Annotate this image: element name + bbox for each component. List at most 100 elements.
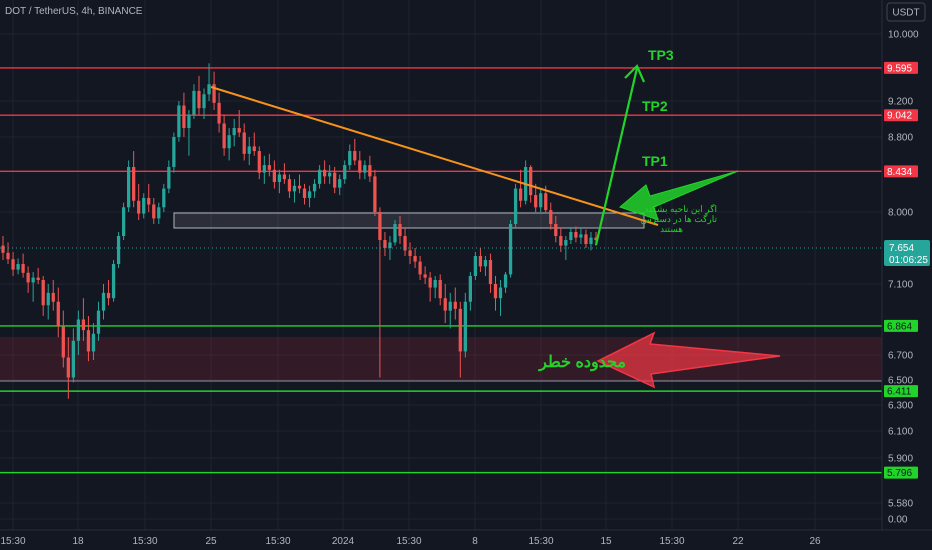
candle-body xyxy=(217,102,221,124)
time-tick-label: 8 xyxy=(472,536,478,547)
candle xyxy=(493,276,498,311)
candle xyxy=(363,160,367,180)
candle-body xyxy=(473,256,478,276)
candle xyxy=(297,174,302,194)
candle-body xyxy=(513,188,518,224)
candle-body xyxy=(448,301,452,311)
candle-body xyxy=(96,310,101,334)
chart-title: DOT / TetherUS, 4h, BINANCE xyxy=(5,6,143,17)
candle-body xyxy=(36,277,40,280)
candle-body xyxy=(453,301,457,309)
candle xyxy=(413,248,417,268)
candle xyxy=(127,160,131,212)
candle-body xyxy=(498,287,503,299)
candle-body xyxy=(152,204,156,219)
candle-body xyxy=(493,284,498,299)
candle xyxy=(353,138,357,166)
candle xyxy=(333,167,337,194)
candle-body xyxy=(267,165,271,170)
candle-body xyxy=(418,261,422,275)
candle-body xyxy=(1,245,5,253)
candle xyxy=(167,160,171,194)
price-tick-label: 7.100 xyxy=(888,280,913,291)
time-axis[interactable]: 15:30 18 15:30 25 15:30 2024 15:30 8 15:30 15 15:3… xyxy=(0,536,821,547)
candle-body xyxy=(197,90,201,109)
candle-body xyxy=(232,128,236,136)
candle xyxy=(358,151,362,180)
danger-zone-label: محدوده خطر xyxy=(538,354,626,372)
candle xyxy=(569,228,573,244)
candle xyxy=(433,276,437,299)
candle-body xyxy=(423,274,427,278)
price-axis[interactable]: 10.000 9.200 8.800 8.000 7.100 6.700 6.500 6.30… xyxy=(888,30,919,526)
candle-body xyxy=(61,326,65,358)
candle xyxy=(368,155,372,182)
candle xyxy=(498,280,503,316)
candle-body xyxy=(247,146,251,154)
candle xyxy=(549,202,553,230)
candle xyxy=(282,163,287,184)
candle xyxy=(252,132,256,156)
time-tick-label: 15:30 xyxy=(132,536,157,547)
candle xyxy=(554,216,558,243)
candle-body xyxy=(137,200,141,214)
time-tick-label: 25 xyxy=(205,536,217,547)
candle-body xyxy=(544,193,548,211)
candle-body xyxy=(328,172,332,177)
level-tag xyxy=(884,385,918,398)
note-line-2: تارگت ها در دسترس xyxy=(641,213,718,225)
green-arrow-icon xyxy=(619,170,739,221)
candle xyxy=(277,169,282,194)
candle-body xyxy=(393,224,397,243)
candle-body xyxy=(378,212,382,240)
candle-body xyxy=(443,298,447,311)
candle-body xyxy=(503,274,508,288)
candle xyxy=(192,84,196,119)
candle xyxy=(272,160,277,189)
candle-body xyxy=(373,176,377,212)
candle xyxy=(423,266,427,284)
candle xyxy=(6,242,10,264)
candle xyxy=(508,220,513,278)
candle-body xyxy=(569,232,573,240)
candle xyxy=(418,256,422,280)
candle xyxy=(182,92,186,137)
candle xyxy=(513,183,518,228)
time-tick-label: 15:30 xyxy=(265,536,290,547)
candle xyxy=(247,137,251,166)
candle xyxy=(222,114,226,156)
level-tag xyxy=(884,61,918,74)
candle-body xyxy=(589,237,593,244)
candle xyxy=(197,75,201,115)
candle-body xyxy=(182,105,186,128)
candle-body xyxy=(307,191,312,198)
candle xyxy=(317,165,322,189)
currency-button[interactable] xyxy=(886,2,926,22)
tp2-label: TP2 xyxy=(642,98,668,114)
candle-body xyxy=(358,160,362,173)
time-tick-label: 15:30 xyxy=(0,536,25,547)
candle-body xyxy=(142,197,146,214)
candle-body xyxy=(584,234,588,244)
note-line-3: هستند xyxy=(660,224,683,234)
candle xyxy=(478,248,483,272)
candle xyxy=(287,174,292,198)
candle-body xyxy=(51,292,55,302)
candle xyxy=(157,202,161,224)
candle xyxy=(61,310,65,368)
candle-body xyxy=(398,224,402,236)
candle xyxy=(172,132,176,173)
candle xyxy=(534,183,538,212)
candle xyxy=(162,183,166,212)
candle xyxy=(564,236,568,260)
candle-body xyxy=(71,340,75,378)
candle xyxy=(398,216,402,244)
candle-body xyxy=(242,132,246,154)
candle-body xyxy=(207,84,211,95)
level-tag-label: 5.796 xyxy=(887,468,912,479)
price-tick-label: 8.000 xyxy=(888,208,913,219)
candle-body xyxy=(202,94,206,109)
candle-body xyxy=(317,169,322,184)
